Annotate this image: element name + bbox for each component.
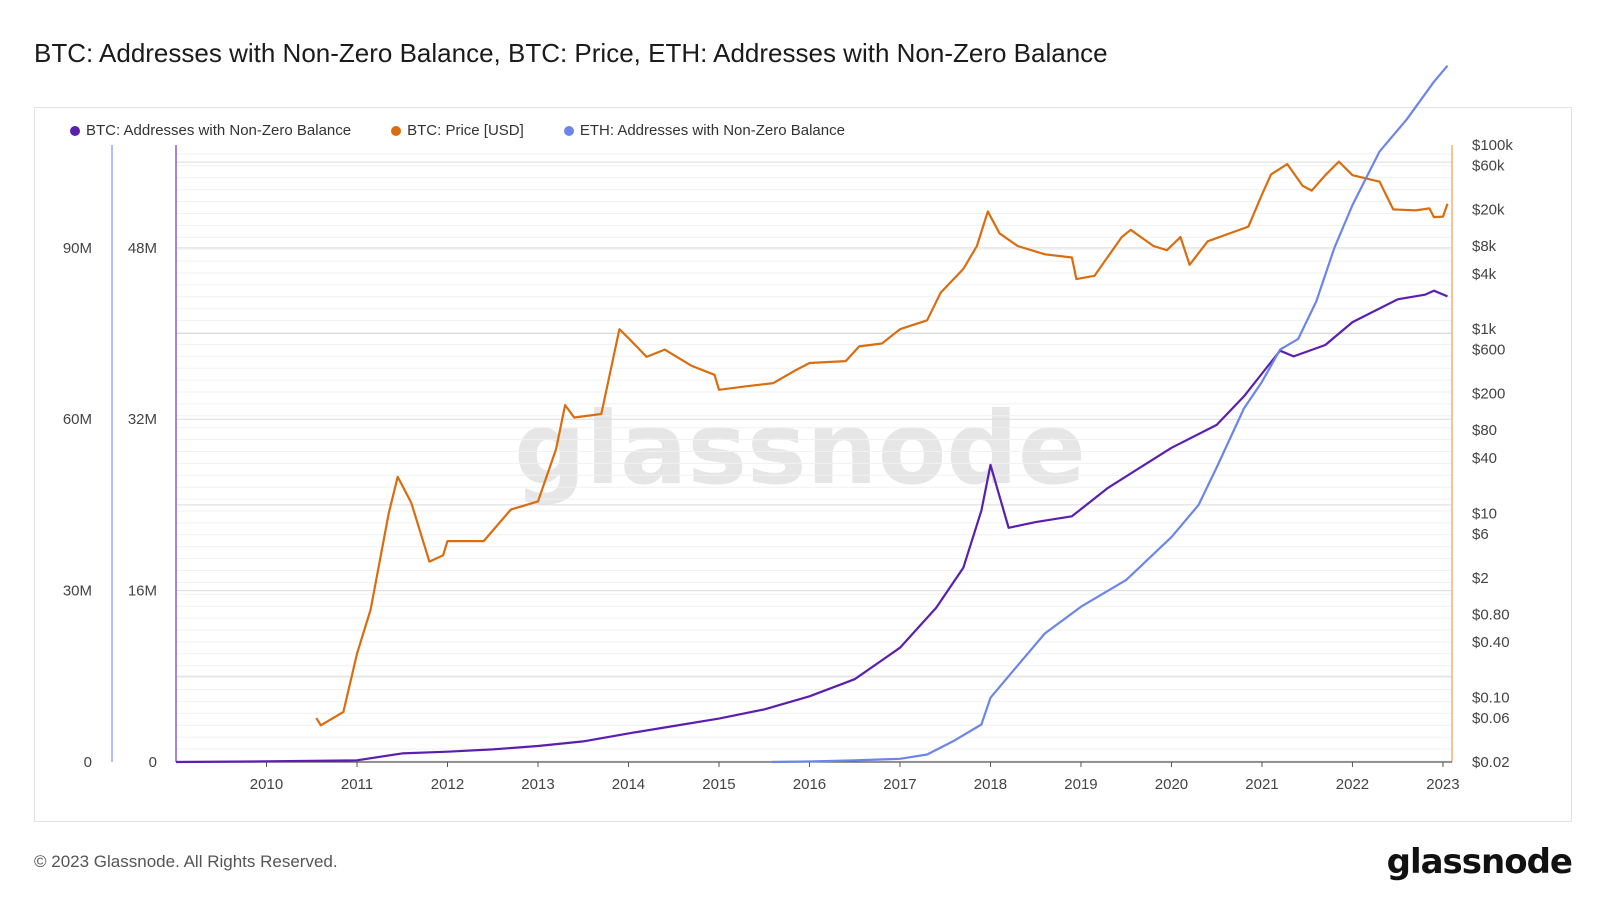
- legend-dot-btc-addresses: [70, 125, 80, 136]
- x-tick-label: 2021: [1245, 776, 1278, 793]
- btc-addresses-tick-label: 90M: [63, 240, 92, 257]
- btc-price-tick-label: $6: [1472, 526, 1489, 543]
- btc-price-tick-label: $20k: [1472, 201, 1505, 218]
- btc-price-tick-label: $4k: [1472, 266, 1497, 283]
- btc-price-tick-label: $0.02: [1472, 754, 1510, 771]
- x-tick-label: 2015: [702, 776, 735, 793]
- eth-addresses-tick-label: 48M: [128, 240, 157, 257]
- btc-price-tick-label: $2: [1472, 570, 1489, 587]
- legend-dot-btc-price: [391, 125, 402, 136]
- x-tick-label: 2019: [1064, 776, 1097, 793]
- eth-addresses-tick-label: 0: [149, 754, 157, 771]
- x-tick-label: 2018: [974, 776, 1007, 793]
- legend-item-btc-price[interactable]: BTC: Price [USD]: [391, 122, 524, 139]
- eth-addresses-line: [771, 64, 1449, 764]
- watermark: glassnode: [514, 390, 1086, 507]
- legend: BTC: Addresses with Non-Zero Balance BTC…: [70, 122, 845, 139]
- gridlines: [176, 153, 1452, 763]
- x-tick-label: 2012: [431, 776, 464, 793]
- btc-addresses-tick-label: 60M: [63, 411, 92, 428]
- btc-price-tick-label: $1k: [1472, 321, 1497, 338]
- chart-container: [34, 107, 1572, 822]
- legend-label-eth-addresses: ETH: Addresses with Non-Zero Balance: [579, 122, 845, 139]
- legend-label-btc-addresses: BTC: Addresses with Non-Zero Balance: [86, 122, 352, 139]
- eth-addresses-tick-label: 32M: [128, 411, 157, 428]
- btc-price-tick-label: $0.06: [1472, 710, 1510, 727]
- x-tick-label: 2010: [250, 776, 283, 793]
- eth-addresses-tick-label: 16M: [128, 583, 157, 600]
- x-tick-label: 2013: [521, 776, 554, 793]
- legend-item-btc-addresses[interactable]: BTC: Addresses with Non-Zero Balance: [70, 122, 351, 139]
- x-tick-label: 2011: [341, 776, 373, 793]
- legend-item-eth-addresses[interactable]: ETH: Addresses with Non-Zero Balance: [563, 122, 845, 139]
- btc-addresses-tick-label: 0: [84, 754, 92, 771]
- x-tick-label: 2022: [1336, 776, 1369, 793]
- btc-price-tick-label: $60k: [1472, 157, 1505, 174]
- copyright-text: © 2023 Glassnode. All Rights Reserved.: [34, 852, 338, 871]
- x-tick-label: 2016: [793, 776, 826, 793]
- x-tick-label: 2017: [883, 776, 916, 793]
- btc-price-tick-label: $80: [1472, 422, 1497, 439]
- btc-price-tick-label: $10: [1472, 505, 1497, 522]
- btc-price-tick-label: $0.40: [1472, 634, 1510, 651]
- btc-price-line: [315, 160, 1449, 727]
- tick-labels: 0 30M 60M 90M 0 16M 32M 48M $100k $60k $20k $8k $4k $…: [63, 137, 1514, 793]
- chart-title: BTC: Addresses with Non-Zero Balance, BT…: [34, 38, 1108, 68]
- btc-addresses-line: [175, 289, 1448, 764]
- series-lines: [175, 64, 1449, 764]
- legend-dot-eth-addresses: [563, 125, 574, 136]
- glassnode-logo[interactable]: glassnode: [1386, 842, 1573, 882]
- legend-label-btc-price: BTC: Price [USD]: [407, 122, 524, 139]
- btc-price-tick-label: $0.10: [1472, 690, 1510, 707]
- btc-price-tick-label: $8k: [1472, 238, 1497, 255]
- btc-addresses-tick-label: 30M: [63, 583, 92, 600]
- x-tick-label: 2014: [612, 776, 645, 793]
- btc-price-tick-label: $0.80: [1472, 606, 1510, 623]
- btc-price-tick-label: $200: [1472, 386, 1505, 403]
- x-tick-label: 2020: [1155, 776, 1188, 793]
- btc-price-tick-label: $100k: [1472, 137, 1513, 154]
- btc-price-tick-label: $40: [1472, 450, 1497, 467]
- x-tick-label: 2023: [1426, 776, 1459, 793]
- btc-price-tick-label: $600: [1472, 342, 1505, 359]
